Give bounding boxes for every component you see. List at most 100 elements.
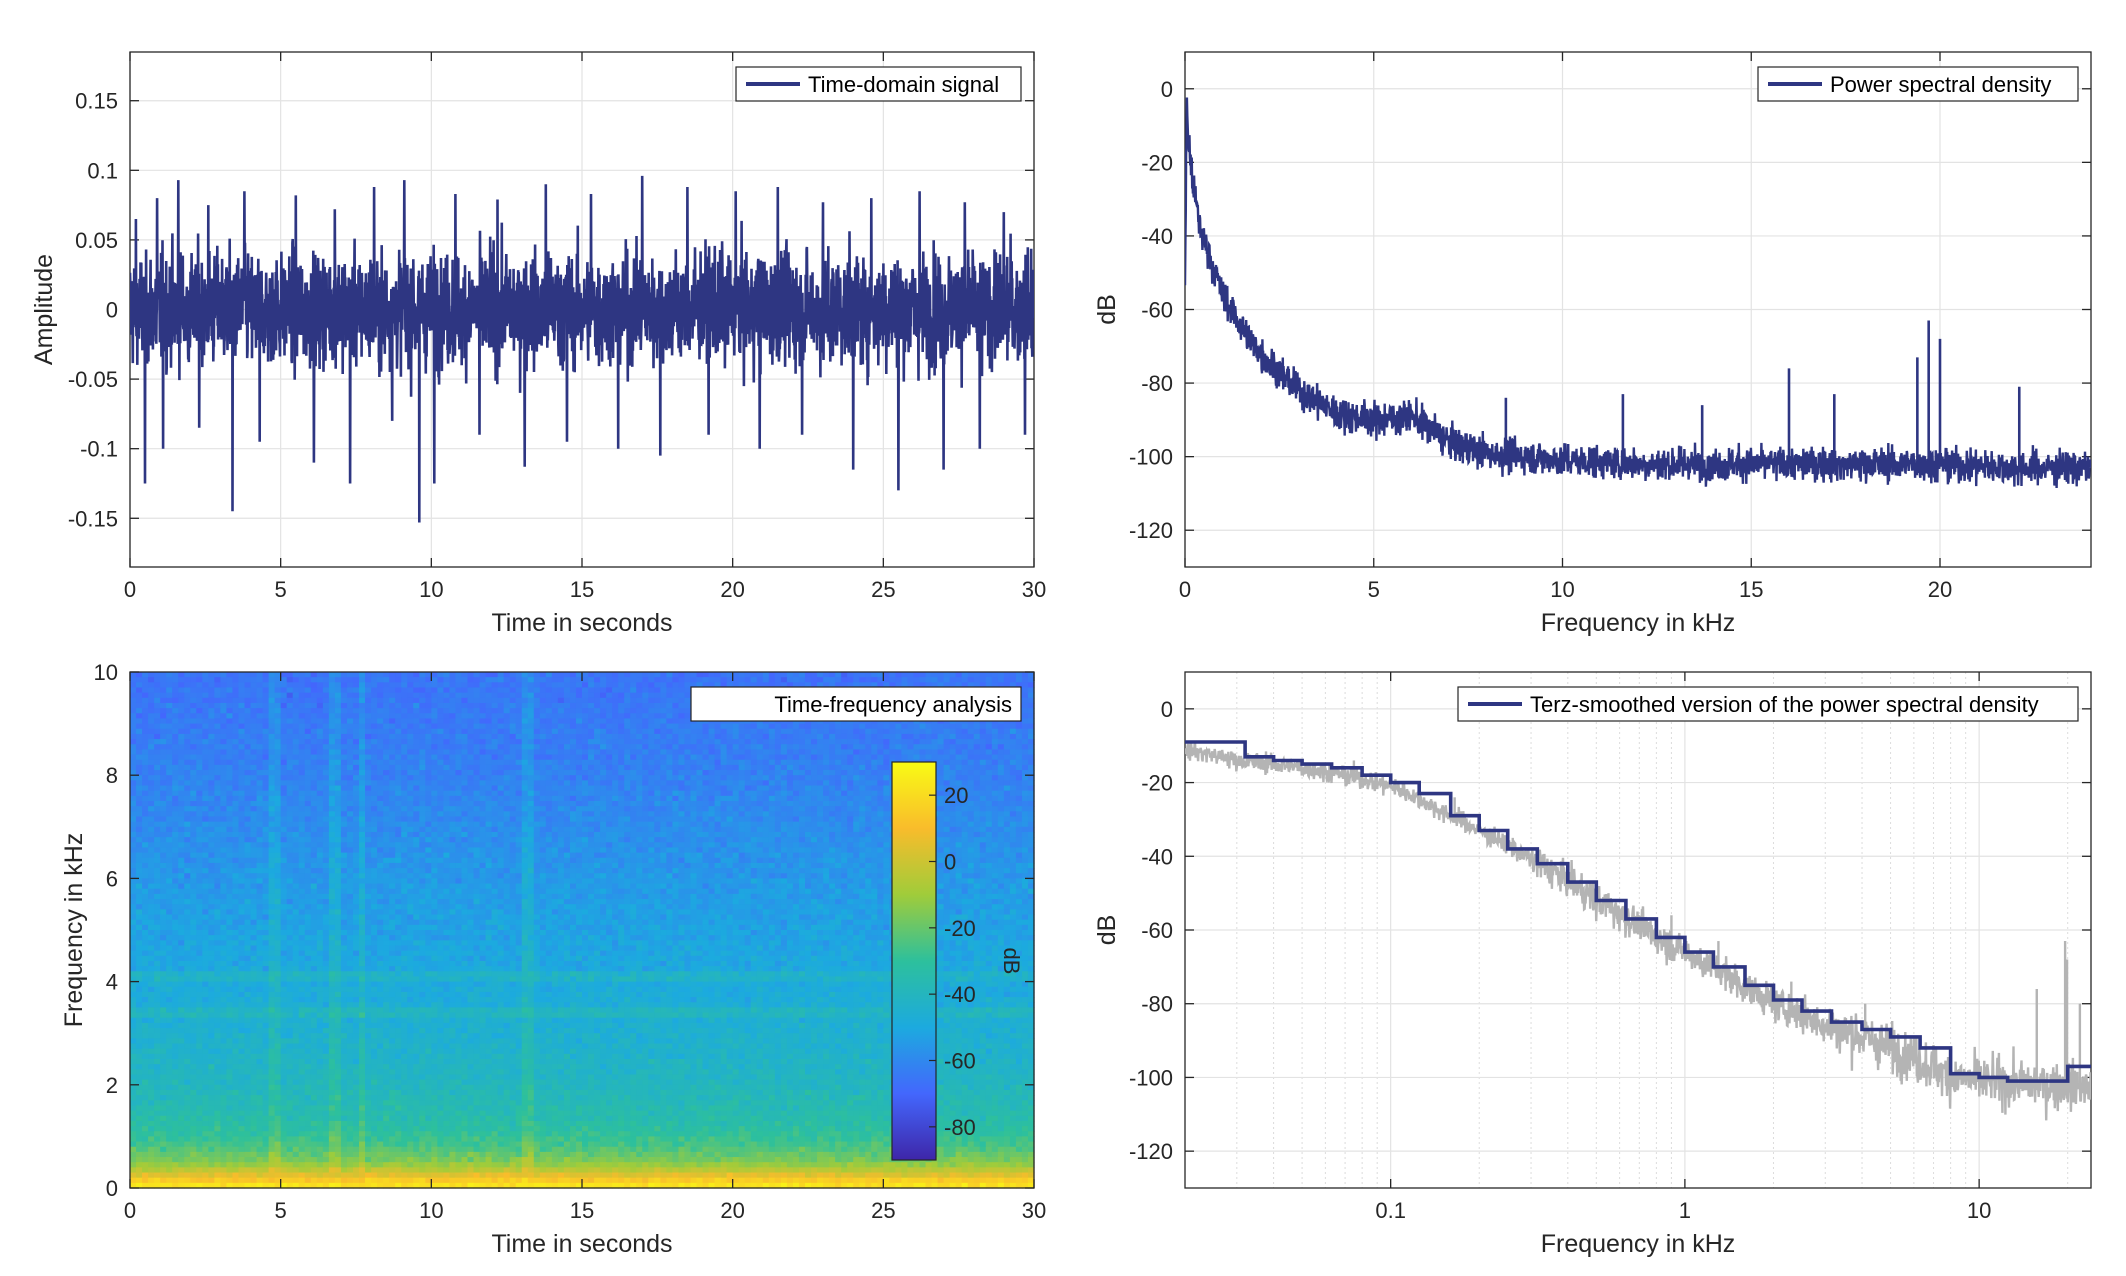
heatmap-cell [786,754,794,761]
heatmap-cell [298,775,306,781]
heatmap-cell [1027,780,1035,787]
heatmap-cell [461,821,469,828]
heatmap-cell [359,754,366,761]
heatmap-cell [262,692,270,699]
heatmap-cell [238,677,246,683]
heatmap-cell [847,770,854,776]
heatmap-cell [160,687,167,694]
heatmap-cell [268,708,276,714]
heatmap-cell [811,754,818,761]
heatmap-cell [913,739,921,745]
heatmap-cell [630,806,637,812]
heatmap-cell [521,749,529,756]
heatmap-cell [545,687,553,694]
heatmap-cell [316,785,324,792]
heatmap-cell [491,749,499,756]
heatmap-cell [961,749,969,756]
heatmap-cell [642,739,649,745]
heatmap-cell [973,677,981,683]
heatmap-cell [371,708,378,714]
heatmap-cell [588,795,595,802]
heatmap-cell [829,785,836,792]
heatmap-cell [365,687,372,694]
heatmap-cell [1021,775,1029,781]
heatmap-cell [322,790,330,797]
heatmap-cell [437,764,444,771]
heatmap-cell [244,754,252,761]
heatmap-cell [196,723,203,730]
heatmap-cell [1027,718,1035,725]
heatmap-cell [196,682,203,689]
heatmap-cell [365,702,372,709]
heatmap-cell [443,826,451,833]
heatmap-cell [551,790,559,797]
heatmap-cell [606,790,613,797]
heatmap-cell [967,801,975,807]
heatmap-cell [563,759,571,766]
heatmap-cell [1009,795,1017,802]
heatmap-cell [1021,672,1029,678]
heatmap-cell [148,677,155,683]
heatmap-cell [467,821,475,828]
heatmap-cell [322,692,330,699]
heatmap-cell [527,790,535,797]
heatmap-cell [985,754,993,761]
heatmap-cell [792,826,800,833]
heatmap-cell [726,744,734,750]
heatmap-cell [997,759,1005,766]
heatmap-cell [208,739,215,745]
heatmap-cell [1021,759,1029,766]
heatmap-cell [744,831,752,838]
heatmap-cell [762,826,770,833]
heatmap-cell [479,672,487,678]
heatmap-cell [527,672,535,678]
heatmap-cell [256,795,264,802]
heatmap-cell [503,775,511,781]
heatmap-cell [298,785,306,792]
heatmap-cell [214,702,221,709]
heatmap-cell [738,775,746,781]
heatmap-cell [340,780,348,787]
heatmap-cell [804,775,812,781]
heatmap-cell [340,785,348,792]
heatmap-cell [473,713,481,720]
heatmap-cell [575,806,583,812]
heatmap-cell [829,723,836,730]
heatmap-cell [937,775,945,781]
heatmap-cell [684,728,692,735]
heatmap-cell [798,790,806,797]
heatmap-cell [328,723,336,730]
heatmap-cell [292,759,300,766]
heatmap-cell [871,764,878,771]
heatmap-cell [208,780,215,787]
heatmap-cell [467,723,475,730]
heatmap-cell [654,780,661,787]
heatmap-cell [443,744,451,750]
heatmap-cell [244,687,252,694]
heatmap-cell [630,708,637,714]
heatmap-cell [786,795,794,802]
heatmap-cell [1021,687,1029,694]
heatmap-cell [340,682,348,689]
heatmap-cell [612,780,619,787]
heatmap-cell [1003,785,1011,792]
heatmap-cell [413,692,420,699]
heatmap-cell [539,759,547,766]
heatmap-cell [509,723,517,730]
heatmap-cell [256,713,264,720]
heatmap-cell [148,785,155,792]
heatmap-cell [262,744,270,750]
heatmap-cell [925,744,933,750]
heatmap-cell [389,749,396,756]
heatmap-cell [401,801,408,807]
heatmap-cell [672,764,680,771]
heatmap-cell [238,785,246,792]
heatmap-cell [328,713,336,720]
heatmap-cell [250,790,258,797]
heatmap-cell [334,749,342,756]
heatmap-cell [660,672,667,678]
heatmap-cell [244,775,252,781]
heatmap-cell [298,677,306,683]
heatmap-cell [774,723,782,730]
heatmap-cell [371,723,378,730]
